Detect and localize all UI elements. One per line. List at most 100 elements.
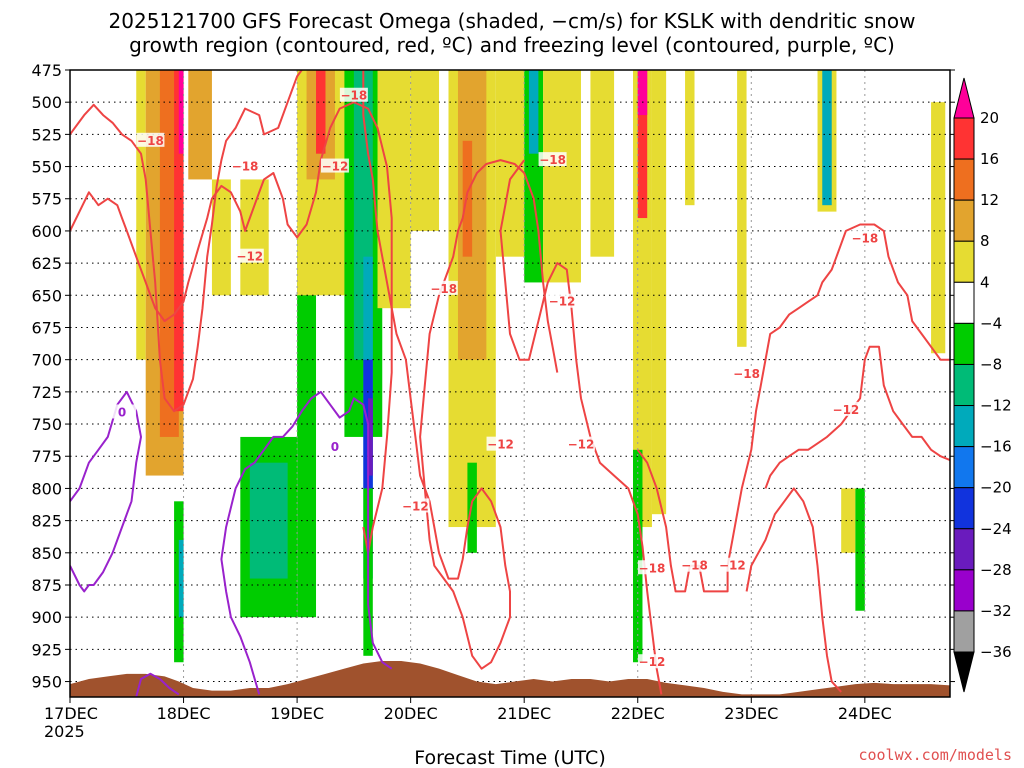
omega-shade-7 (240, 179, 269, 296)
y-axis: 475 500 525 550 575 600 625 650 675 700 725 750 775 8… (31, 61, 955, 692)
contour-label-bg-1 (231, 158, 260, 173)
contour-label-4: −18 (340, 89, 367, 103)
colorbar-label-8: −16 (980, 438, 1012, 456)
freezing-left (70, 390, 142, 593)
x-tick-label-1: 18DEC (157, 704, 211, 723)
colorbar-bin-12 (953, 569, 975, 612)
contour-label-bg-3 (320, 158, 349, 173)
contour-label-12: −18 (681, 559, 708, 573)
y-tick-label-14: 825 (31, 512, 62, 531)
colorbar-label-10: −24 (980, 520, 1012, 538)
contour-layer (70, 70, 950, 697)
dgz-minus12-left (70, 101, 393, 554)
y-tick-label-1: 500 (31, 93, 62, 112)
omega-shade-15 (316, 70, 326, 154)
contour-label-bg-6 (548, 293, 577, 308)
contour-label-bg-16 (831, 401, 860, 416)
colorbar-bottom-arrow (953, 651, 975, 693)
colorbar-label-2: 12 (980, 191, 999, 209)
colorbar-bin-2 (953, 158, 975, 201)
y-tick-label-5: 600 (31, 222, 62, 241)
omega-shade-37 (651, 70, 667, 515)
y-tick-label-13: 800 (31, 479, 62, 498)
colorbar-label-11: −28 (980, 561, 1012, 579)
omega-shade-27 (467, 462, 477, 553)
colorbar-bin-5 (953, 281, 975, 324)
omega-shade-42 (841, 488, 856, 553)
omega-shade-41 (822, 70, 832, 206)
colorbar-bin-1 (953, 117, 975, 160)
colorbar-label-1: 16 (980, 150, 999, 168)
contour-label-bg-9 (566, 436, 595, 451)
y-tick-label-3: 550 (31, 158, 62, 177)
colorbar-label-13: −36 (980, 643, 1012, 661)
omega-shade-30 (528, 70, 539, 154)
plot-frame (69, 69, 951, 698)
contour-label-bg-13 (718, 557, 747, 572)
contour-label-0: −18 (137, 134, 164, 148)
contour-label-7: −18 (539, 153, 566, 167)
terrain-layer (70, 660, 950, 697)
omega-shade-31 (543, 70, 581, 283)
contour-label-bg-7 (538, 152, 567, 167)
contour-label-3: −12 (322, 160, 349, 174)
y-tick-label-0: 475 (31, 61, 62, 80)
y-tick-label-9: 700 (31, 351, 62, 370)
y-tick-label-15: 850 (31, 544, 62, 563)
colorbar-bin-8 (953, 405, 975, 448)
contour-label-14: −12 (639, 655, 666, 669)
y-tick-label-17: 900 (31, 608, 62, 627)
contour-label-2: −12 (236, 250, 263, 264)
contour-label-bg-10 (401, 498, 430, 513)
contour-label-8: −12 (487, 438, 514, 452)
colorbar-bin-11 (953, 528, 975, 571)
colorbar-label-12: −32 (980, 602, 1012, 620)
contour-label-16: −12 (833, 403, 860, 417)
x-tick-label-4: 21DEC (497, 704, 551, 723)
y-tick-label-6: 625 (31, 254, 62, 273)
contour-label-11: −18 (639, 561, 666, 575)
contour-label-17: −18 (851, 232, 878, 246)
y-tick-label-8: 675 (31, 318, 62, 337)
colorbar-label-7: −12 (980, 397, 1012, 415)
colorbar-top-arrow (953, 77, 975, 119)
freezing-bottom (135, 672, 180, 697)
omega-shade-0 (136, 70, 146, 360)
omega-shade-39 (737, 70, 747, 347)
plot-area: −18 −18 −12 −12 −18 −18 −12 −18 −12 −12 −12 −18 −18 −… (69, 69, 951, 698)
omega-shade-22 (377, 70, 411, 309)
colorbar-bin-4 (953, 240, 975, 283)
colorbar-bin-3 (953, 199, 975, 242)
contour-label-bg-17 (850, 230, 879, 245)
colorbar-label-6: −8 (980, 355, 1002, 373)
omega-shade-6 (211, 179, 231, 296)
y-tick-label-10: 725 (31, 383, 62, 402)
colorbar-bin-6 (953, 322, 975, 365)
omega-shade-23 (410, 70, 440, 231)
omega-shade-38 (685, 70, 695, 206)
contour-label-bg-8 (486, 436, 515, 451)
contour-label-bg-19 (320, 439, 349, 454)
y-tick-label-12: 775 (31, 447, 62, 466)
x-tick-sublabel-0: 2025 (44, 722, 85, 741)
omega-shade-5 (188, 70, 212, 180)
contour-label-19: 0 (331, 440, 339, 454)
y-tick-label-11: 750 (31, 415, 62, 434)
colorbar-label-9: −20 (980, 479, 1012, 497)
contour-label-1: −18 (232, 160, 259, 174)
omega-shade-9 (178, 539, 184, 618)
contour-label-15: −18 (733, 367, 760, 381)
colorbar: 20 16 12 8 4 −4 −8 −12 −16 −20 −24 −28 −32 −36 (953, 77, 1012, 693)
omega-shade-32 (590, 70, 615, 257)
dgz-minus12-lower (745, 487, 842, 693)
x-tick-label-6: 23DEC (724, 704, 778, 723)
contour-label-bg-15 (732, 365, 761, 380)
contour-label-13: −12 (719, 559, 746, 573)
colorbar-bin-10 (953, 487, 975, 530)
colorbar-label-4: 4 (980, 273, 990, 291)
dgz-minus12-mid (499, 159, 663, 695)
contour-label-5: −18 (430, 282, 457, 296)
y-tick-label-4: 575 (31, 190, 62, 209)
colorbar-bin-9 (953, 446, 975, 489)
contour-label-bg-5 (429, 280, 458, 295)
